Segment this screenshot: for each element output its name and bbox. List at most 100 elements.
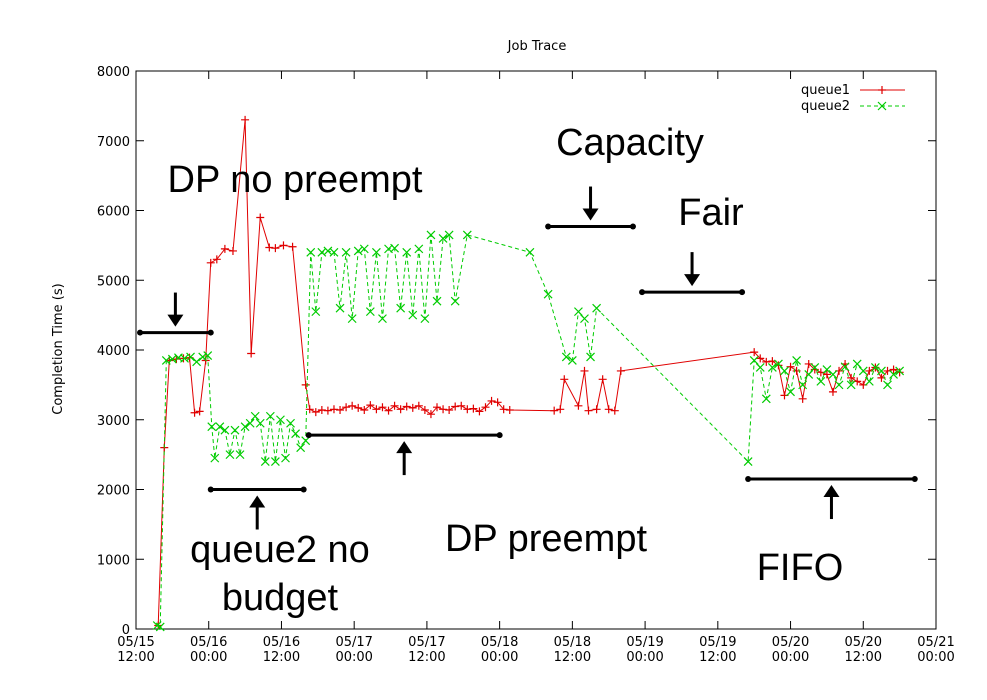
data-point-queue2 bbox=[586, 352, 595, 362]
data-point-queue2 bbox=[895, 366, 905, 376]
data-point-queue1 bbox=[329, 405, 338, 414]
annotation-label: DP preempt bbox=[445, 518, 648, 560]
data-point-queue2 bbox=[270, 457, 280, 467]
data-point-queue1 bbox=[342, 403, 351, 412]
annotation-label-line2: budget bbox=[222, 577, 339, 619]
data-point-queue2 bbox=[365, 307, 375, 317]
data-point-queue2 bbox=[353, 246, 363, 256]
annotation-bar-end bbox=[639, 289, 646, 296]
data-point-queue1 bbox=[396, 405, 405, 414]
annotation-bar-end bbox=[137, 329, 144, 336]
annotation-arrowhead bbox=[684, 274, 701, 287]
data-point-queue1 bbox=[475, 407, 484, 416]
data-point-queue2 bbox=[402, 247, 412, 257]
data-point-queue1 bbox=[451, 402, 460, 411]
data-point-queue1 bbox=[463, 405, 472, 414]
data-point-queue1 bbox=[592, 405, 601, 414]
data-point-queue1 bbox=[384, 406, 393, 415]
legend-marker bbox=[877, 101, 887, 111]
data-point-queue1 bbox=[469, 404, 478, 413]
data-point-queue2 bbox=[846, 380, 856, 390]
data-point-queue1 bbox=[265, 243, 274, 252]
data-point-queue1 bbox=[378, 403, 387, 412]
annotation-label: FIFO bbox=[757, 547, 844, 589]
x-tick-label: 05/21 bbox=[917, 635, 954, 650]
x-tick-label-time: 12:00 bbox=[699, 650, 736, 665]
data-point-queue2 bbox=[186, 352, 195, 362]
annotation-arrowhead bbox=[396, 441, 413, 454]
y-tick-label: 6000 bbox=[97, 205, 130, 220]
data-point-queue2 bbox=[420, 314, 430, 324]
data-point-queue2 bbox=[592, 303, 602, 313]
data-point-queue2 bbox=[858, 366, 868, 376]
data-point-queue1 bbox=[336, 405, 345, 414]
data-point-queue2 bbox=[152, 621, 162, 630]
data-point-queue2 bbox=[210, 453, 220, 463]
annotation-bar-end bbox=[739, 289, 746, 296]
data-point-queue2 bbox=[235, 450, 245, 460]
data-point-queue1 bbox=[616, 366, 625, 375]
data-point-queue1 bbox=[481, 403, 490, 412]
x-tick-label-time: 12:00 bbox=[263, 650, 300, 665]
annotation-arrowhead bbox=[582, 208, 599, 221]
data-point-queue1 bbox=[360, 405, 369, 414]
legend-marker bbox=[878, 86, 886, 94]
data-point-queue2 bbox=[408, 310, 418, 320]
data-point-queue2 bbox=[255, 418, 265, 428]
data-point-queue2 bbox=[432, 296, 442, 306]
data-point-queue2 bbox=[203, 351, 213, 361]
annotation-bar-end bbox=[496, 432, 503, 439]
data-point-queue2 bbox=[390, 243, 400, 253]
x-tick-label-time: 00:00 bbox=[481, 650, 518, 665]
data-point-queue1 bbox=[228, 246, 237, 255]
data-point-queue2 bbox=[291, 429, 301, 439]
data-point-queue2 bbox=[260, 457, 270, 467]
data-point-queue1 bbox=[762, 357, 771, 366]
data-point-queue2 bbox=[426, 230, 436, 240]
data-point-queue2 bbox=[889, 369, 899, 379]
data-point-queue2 bbox=[444, 230, 454, 240]
data-point-queue1 bbox=[241, 115, 250, 124]
data-point-queue1 bbox=[256, 213, 265, 222]
x-tick-label-time: 00:00 bbox=[626, 650, 663, 665]
y-tick-label: 5000 bbox=[97, 274, 130, 289]
x-tick-label: 05/18 bbox=[481, 635, 518, 650]
x-tick-label-time: 12:00 bbox=[117, 650, 154, 665]
annotation-label: queue2 no bbox=[190, 529, 370, 571]
x-tick-label: 05/16 bbox=[263, 635, 300, 650]
annotation-bar-end bbox=[629, 223, 636, 230]
data-point-queue2 bbox=[804, 369, 814, 379]
data-point-queue2 bbox=[852, 359, 862, 369]
data-point-queue1 bbox=[279, 241, 288, 250]
data-point-queue2 bbox=[414, 244, 424, 254]
x-tick-label: 05/20 bbox=[845, 635, 882, 650]
data-point-queue2 bbox=[561, 352, 571, 362]
annotation-arrowhead bbox=[823, 485, 840, 498]
data-point-queue2 bbox=[749, 356, 759, 365]
y-axis-label: Completion Time (s) bbox=[51, 283, 66, 414]
annotation-arrowhead bbox=[167, 314, 184, 327]
data-point-queue2 bbox=[341, 247, 351, 257]
data-point-queue2 bbox=[573, 307, 583, 317]
data-point-queue2 bbox=[240, 422, 250, 432]
data-point-queue2 bbox=[215, 422, 225, 432]
data-point-queue1 bbox=[487, 396, 496, 405]
data-point-queue1 bbox=[439, 405, 448, 414]
data-point-queue2 bbox=[329, 247, 339, 257]
data-point-queue2 bbox=[207, 422, 217, 432]
data-point-queue1 bbox=[756, 354, 765, 363]
data-point-queue2 bbox=[347, 314, 357, 324]
data-point-queue2 bbox=[567, 356, 577, 365]
data-point-queue1 bbox=[445, 405, 454, 414]
data-point-queue2 bbox=[296, 443, 306, 453]
x-tick-label: 05/19 bbox=[699, 635, 736, 650]
data-point-queue1 bbox=[348, 401, 357, 410]
y-tick-label: 1000 bbox=[97, 553, 130, 568]
x-tick-label: 05/17 bbox=[408, 635, 445, 650]
data-point-queue1 bbox=[311, 408, 320, 417]
y-tick-label: 2000 bbox=[97, 484, 130, 499]
data-point-queue1 bbox=[305, 405, 314, 414]
data-point-queue2 bbox=[281, 453, 290, 463]
data-point-queue2 bbox=[883, 380, 892, 390]
data-point-queue2 bbox=[743, 457, 753, 467]
